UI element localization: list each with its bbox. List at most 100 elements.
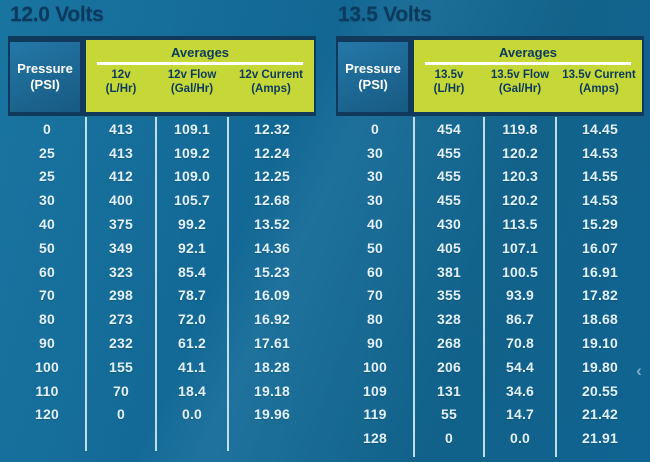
table-cell: 13.52 (253, 216, 291, 233)
column-header-current: 12v Current (Amps) (239, 69, 303, 95)
table-row: 90 268 70.8 19.10 (336, 331, 644, 355)
table-cell: 19.80 (581, 358, 619, 375)
table-cell: 54.4 (505, 358, 535, 375)
table-cell: 0 (371, 120, 379, 137)
table-cell: 0 (445, 430, 453, 447)
table-row: 80 328 86.7 18.68 (336, 307, 644, 331)
table-row: 50 405 107.1 16.07 (336, 236, 644, 260)
table-cell: 70 (39, 287, 55, 304)
table-cell: 131 (437, 382, 461, 399)
table-cell: 30 (367, 168, 383, 185)
left-chevron-icon[interactable]: ‹ (636, 361, 642, 380)
table-cell: 14.7 (505, 406, 535, 423)
table-cell: 19.96 (253, 406, 291, 423)
pressure-header-box: Pressure (PSI) (10, 42, 80, 112)
table-cell: 109 (363, 382, 387, 399)
table-row: 30 455 120.2 14.53 (336, 141, 644, 165)
table-cell: 120 (35, 406, 59, 423)
table-row: 100 206 54.4 19.80 (336, 355, 644, 379)
table-cell: 109.2 (173, 144, 211, 161)
table-cell: 14.36 (253, 239, 291, 256)
averages-panel: Averages 12v (L/Hr) 12v Flow (Gal/Hr) 12… (86, 40, 314, 112)
table-cell: 25 (39, 144, 55, 161)
table-cell: 400 (109, 192, 133, 209)
table-row: 100 155 41.1 18.28 (8, 355, 316, 379)
column-divider (155, 117, 157, 451)
table-cell: 381 (437, 263, 461, 280)
table-row: 0 413 109.1 12.32 (8, 117, 316, 141)
column-divider (413, 117, 415, 457)
table-row: 110 70 18.4 19.18 (8, 379, 316, 403)
column-header-current: 13.5v Current (Amps) (562, 69, 636, 95)
table-cell: 455 (437, 144, 461, 161)
averages-underline (97, 62, 303, 65)
table-cell: 16.07 (581, 239, 619, 256)
table-row: 30 400 105.7 12.68 (8, 188, 316, 212)
column-header-lhr: 12v (L/Hr) (105, 69, 137, 95)
table-cell: 120.3 (501, 168, 539, 185)
table-cell: 206 (437, 358, 461, 375)
column-divider (483, 117, 485, 457)
table-cell: 298 (109, 287, 133, 304)
table-cell: 19.18 (253, 382, 291, 399)
table-cell: 90 (367, 335, 383, 352)
table-cell: 100 (35, 358, 59, 375)
table-cell: 110 (35, 382, 59, 399)
table-cell: 12.25 (253, 168, 291, 185)
table-cell: 12.68 (253, 192, 291, 209)
table-cell: 80 (367, 311, 383, 328)
table-cell: 323 (109, 263, 133, 280)
table-cell: 70.8 (505, 335, 535, 352)
table-cell: 30 (367, 192, 383, 209)
table-cell: 405 (437, 239, 461, 256)
table-title: 12.0 Volts (10, 3, 104, 26)
table-cell: 107.1 (501, 239, 539, 256)
table-cell: 41.1 (177, 358, 207, 375)
pressure-label-line2: (PSI) (358, 77, 388, 92)
table-header: Pressure (PSI) Averages 12v (L/Hr) 12v F… (8, 36, 316, 116)
table-cell: 349 (109, 239, 133, 256)
table-cell: 455 (437, 168, 461, 185)
table-cell: 113.5 (502, 216, 538, 233)
voltage-table-13-5: 13.5 Volts Pressure (PSI) Averages 13.5v… (336, 0, 644, 462)
column-headers: 12v (L/Hr) 12v Flow (Gal/Hr) 12v Current… (86, 68, 314, 96)
table-cell: 155 (109, 358, 133, 375)
table-cell: 50 (39, 239, 55, 256)
table-cell: 55 (441, 406, 457, 423)
table-cell: 120.2 (501, 144, 539, 161)
table-row: 70 298 78.7 16.09 (8, 284, 316, 308)
table-cell: 20.55 (581, 382, 619, 399)
table-cell: 15.23 (253, 263, 291, 280)
column-header-lhr: 13.5v (L/Hr) (433, 69, 465, 95)
table-cell: 14.53 (581, 192, 619, 209)
table-cell: 21.91 (581, 430, 619, 447)
table-row: 60 323 85.4 15.23 (8, 260, 316, 284)
table-cell: 85.4 (177, 263, 207, 280)
table-cell: 375 (109, 216, 133, 233)
table-cell: 0 (117, 406, 125, 423)
table-cell: 100.5 (501, 263, 539, 280)
table-cell: 40 (367, 216, 383, 233)
table-cell: 17.61 (253, 335, 291, 352)
column-header-flow: 13.5v Flow (Gal/Hr) (490, 69, 550, 95)
table-row: 90 232 61.2 17.61 (8, 331, 316, 355)
table-cell: 355 (437, 287, 461, 304)
table-cell: 18.68 (581, 311, 619, 328)
table-body: 0 413 109.1 12.32 25 413 109.2 12.24 25 412 109.0 1… (8, 117, 316, 426)
table-cell: 25 (39, 168, 55, 185)
table-cell: 60 (39, 263, 55, 280)
table-cell: 412 (109, 168, 133, 185)
table-cell: 16.92 (253, 311, 291, 328)
averages-panel: Averages 13.5v (L/Hr) 13.5v Flow (Gal/Hr… (414, 40, 642, 112)
table-cell: 40 (39, 216, 55, 233)
pressure-label-line1: Pressure (17, 61, 73, 76)
table-cell: 18.4 (177, 382, 207, 399)
table-cell: 30 (39, 192, 55, 209)
table-cell: 34.6 (505, 382, 535, 399)
table-cell: 14.45 (581, 120, 619, 137)
table-cell: 16.09 (253, 287, 291, 304)
table-cell: 328 (437, 311, 461, 328)
table-cell: 17.82 (581, 287, 619, 304)
table-cell: 273 (109, 311, 133, 328)
table-cell: 454 (437, 120, 461, 137)
